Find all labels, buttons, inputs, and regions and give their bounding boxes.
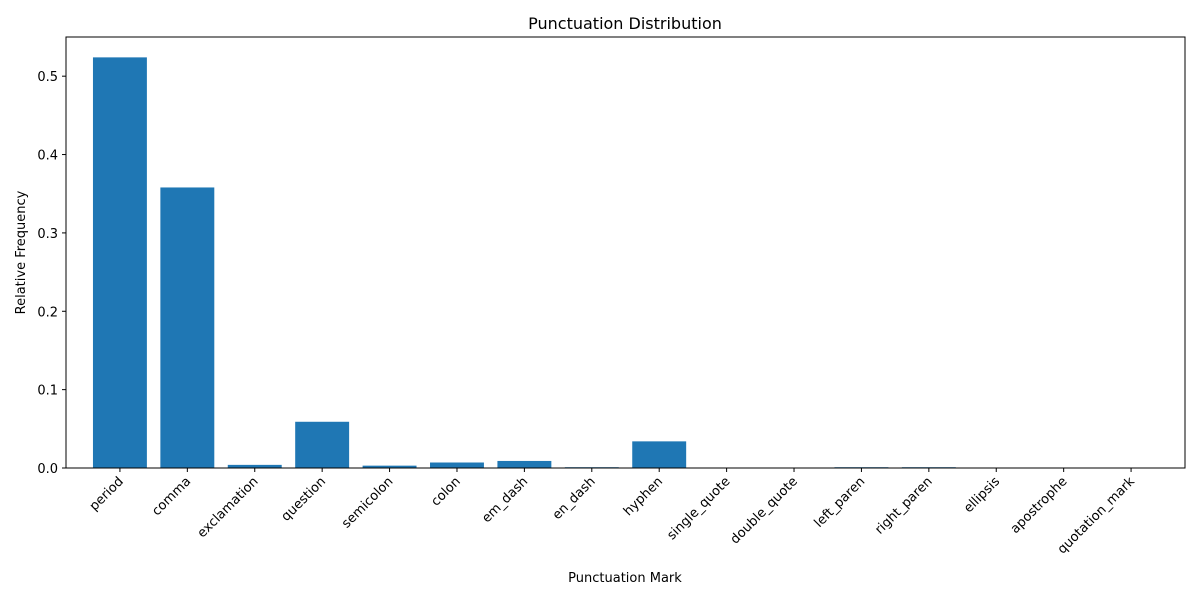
bar-period [92,57,147,469]
bar-comma [160,187,215,468]
x-tick-label-semicolon: semicolon [339,474,396,531]
y-tick-label: 0.3 [37,227,58,242]
y-axis-ticks: 0.0 0.1 0.2 0.3 0.4 0.5 [37,70,66,477]
y-axis-label: Relative Frequency [14,190,29,314]
y-tick-label: 0.0 [37,462,58,477]
bar-question [295,421,350,468]
x-axis-label: Punctuation Mark [568,571,682,586]
y-tick-label: 0.1 [37,384,58,399]
bar-hyphen [632,441,687,468]
x-tick-label-ellipsis: ellipsis [961,474,1003,516]
x-tick-label-double_quote: double_quote [728,474,801,547]
bars-group [92,57,956,469]
x-tick-label-apostrophe: apostrophe [1008,474,1071,537]
chart-title: Punctuation Distribution [528,14,722,33]
x-tick-label-em_dash: em_dash [479,474,531,526]
bar-colon [430,462,484,468]
y-tick-label: 0.4 [37,149,58,164]
y-tick-label: 0.5 [37,70,58,85]
y-tick-label: 0.2 [37,305,58,320]
x-tick-label-exclamation: exclamation [195,474,262,541]
x-tick-label-en_dash: en_dash [550,474,599,523]
x-tick-label-left_paren: left_paren [812,474,869,531]
x-tick-label-colon: colon [429,474,464,509]
x-tick-label-right_paren: right_paren [872,474,935,537]
x-tick-label-single_quote: single_quote [664,474,733,543]
x-tick-label-period: period [87,474,127,514]
plot-frame [65,36,1186,469]
x-tick-label-hyphen: hyphen [621,474,666,519]
bar-em_dash [497,460,552,468]
x-axis-ticks: period comma exclamation question semicolon c… [87,468,1138,557]
x-tick-label-comma: comma [149,474,194,519]
bar-exclamation [227,464,282,468]
bar-semicolon [362,465,417,468]
x-tick-label-question: question [279,474,329,524]
